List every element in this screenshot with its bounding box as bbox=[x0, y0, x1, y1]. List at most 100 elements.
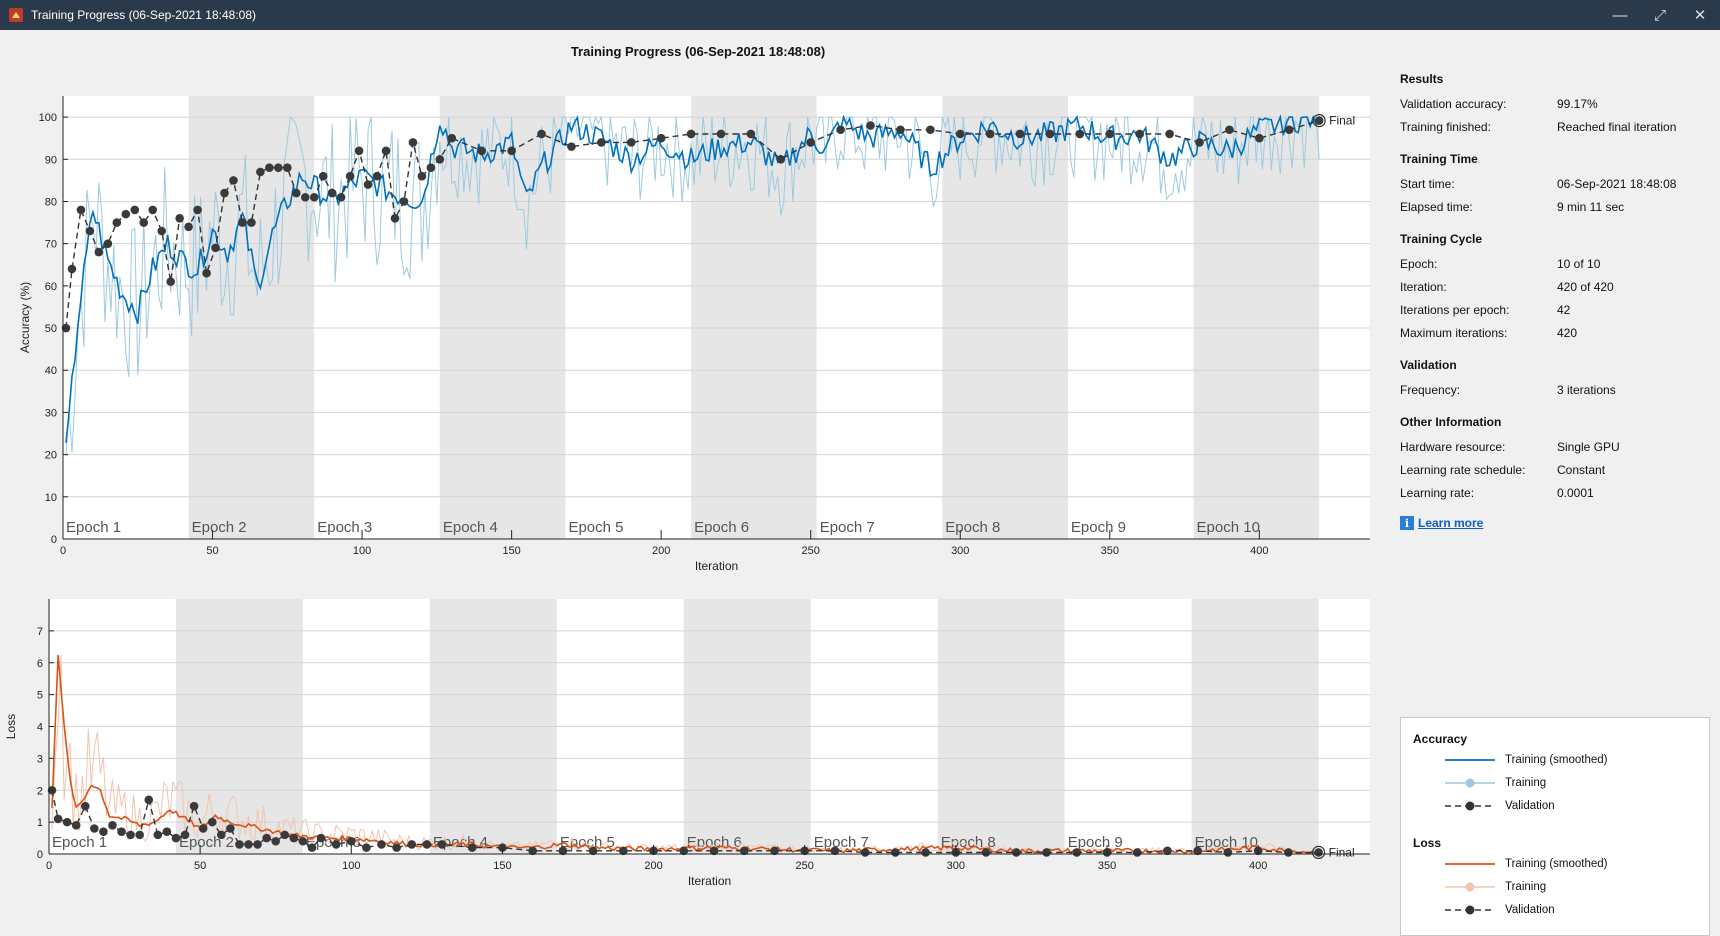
legend-loss-validation: Validation bbox=[1445, 902, 1555, 918]
final-label: Final bbox=[1329, 845, 1355, 859]
x-tick-label: 200 bbox=[652, 545, 670, 557]
validation-point bbox=[53, 814, 63, 824]
x-tick-label: 250 bbox=[796, 860, 814, 872]
validation-point bbox=[153, 830, 163, 840]
validation-point bbox=[426, 163, 436, 173]
validation-point bbox=[80, 801, 90, 811]
training-plots: Training Progress (06-Sep-2021 18:48:08)… bbox=[4, 44, 1370, 888]
validation-point bbox=[76, 205, 86, 215]
epoch-label: Epoch 10 bbox=[1197, 519, 1260, 536]
x-tick-label: 250 bbox=[802, 545, 820, 557]
loss-axes: Epoch 1 Epoch 2 Epoch 3 Epoch 4 Epoch 5 Epoch… bbox=[4, 599, 1370, 888]
epoch-label: Epoch 1 bbox=[66, 519, 121, 536]
validation-point bbox=[62, 817, 72, 827]
epoch-label: Epoch 5 bbox=[568, 519, 623, 536]
validation-point bbox=[537, 129, 546, 139]
legend-acc-training: Training bbox=[1445, 775, 1546, 791]
validation-point bbox=[981, 848, 991, 857]
y-axis-label: Accuracy (%) bbox=[18, 282, 32, 353]
x-tick-label: 100 bbox=[353, 545, 371, 557]
info-row: Elapsed time: 9 min 11 sec bbox=[1400, 195, 1720, 218]
series-validation bbox=[51, 790, 1319, 854]
legend-marker-icon bbox=[1445, 882, 1495, 892]
y-tick-label: 80 bbox=[45, 196, 57, 208]
validation-point bbox=[274, 163, 283, 173]
validation-point bbox=[891, 848, 900, 857]
x-tick-label: 150 bbox=[493, 860, 511, 872]
validation-point bbox=[806, 138, 816, 147]
x-tick-label: 400 bbox=[1250, 545, 1268, 557]
validation-point bbox=[1045, 129, 1055, 139]
validation-point bbox=[709, 846, 719, 856]
validation-point bbox=[180, 830, 190, 840]
info-row: Iteration: 420 of 420 bbox=[1400, 275, 1720, 298]
validation-point bbox=[217, 830, 226, 840]
validation-point bbox=[291, 188, 301, 198]
y-tick-label: 20 bbox=[45, 450, 57, 462]
legend-acc-validation: Validation bbox=[1445, 798, 1555, 814]
y-tick-label: 100 bbox=[39, 112, 57, 124]
validation-point bbox=[157, 226, 166, 236]
validation-point bbox=[235, 840, 244, 849]
y-tick-label: 40 bbox=[45, 365, 57, 377]
validation-point bbox=[316, 833, 326, 843]
x-tick-label: 350 bbox=[1101, 545, 1119, 557]
info-row: Start time: 06-Sep-2021 18:48:08 bbox=[1400, 172, 1720, 195]
validation-point bbox=[363, 180, 373, 189]
validation-point bbox=[1193, 846, 1202, 856]
validation-point bbox=[1223, 848, 1233, 857]
validation-point bbox=[437, 840, 447, 849]
y-tick-label: 70 bbox=[45, 239, 57, 251]
y-tick-label: 7 bbox=[37, 626, 43, 638]
validation-point bbox=[229, 176, 238, 185]
validation-point bbox=[392, 843, 401, 852]
validation-point bbox=[372, 171, 382, 181]
validation-point bbox=[1284, 125, 1294, 135]
info-icon: i bbox=[1400, 516, 1414, 530]
validation-point bbox=[117, 827, 126, 836]
validation-point bbox=[226, 824, 235, 833]
close-icon[interactable]: ✕ bbox=[1693, 7, 1707, 24]
validation-point bbox=[1012, 848, 1021, 857]
epoch-label: Epoch 3 bbox=[317, 519, 372, 536]
y-tick-label: 4 bbox=[37, 722, 43, 734]
epoch-band bbox=[188, 96, 315, 539]
legend-marker-icon bbox=[1445, 905, 1495, 915]
training-cycle-title: Training Cycle bbox=[1400, 232, 1483, 246]
y-tick-label: 5 bbox=[37, 690, 43, 702]
x-tick-label: 350 bbox=[1098, 860, 1116, 872]
x-tick-label: 0 bbox=[60, 545, 66, 557]
window-title: Training Progress (06-Sep-2021 18:48:08) bbox=[31, 8, 257, 22]
validation-point bbox=[99, 827, 108, 836]
validation-point bbox=[238, 218, 247, 227]
validation-point bbox=[148, 205, 158, 215]
minimize-icon[interactable]: — bbox=[1612, 6, 1628, 24]
validation-point bbox=[1042, 848, 1051, 857]
plot-title: Training Progress (06-Sep-2021 18:48:08) bbox=[571, 44, 825, 59]
validation-point bbox=[280, 830, 290, 840]
validation-point bbox=[207, 817, 217, 827]
y-tick-label: 50 bbox=[45, 323, 57, 335]
max-iterations-value: 420 bbox=[1557, 325, 1578, 340]
series-training-smoothed bbox=[65, 114, 1320, 443]
epoch-label: Epoch 6 bbox=[694, 519, 749, 536]
validation-point bbox=[1163, 846, 1172, 856]
accuracy-axes: Epoch 1 Epoch 2 Epoch 3 Epoch 4 Epoch 5 Epoch… bbox=[18, 96, 1370, 573]
legend-marker-icon bbox=[1445, 778, 1495, 788]
validation-point bbox=[289, 833, 299, 843]
iteration-value: 420 of 420 bbox=[1557, 279, 1614, 294]
validation-point bbox=[121, 209, 131, 219]
validation-point bbox=[346, 836, 356, 846]
validation-point bbox=[112, 218, 122, 227]
validation-point bbox=[477, 146, 487, 156]
learn-more-link[interactable]: Learn more bbox=[1418, 516, 1484, 530]
validation-point bbox=[926, 125, 935, 135]
validation-point bbox=[567, 142, 576, 151]
validation-title: Validation bbox=[1400, 358, 1457, 372]
validation-point bbox=[354, 146, 364, 156]
validation-point bbox=[860, 848, 870, 857]
validation-point bbox=[220, 188, 229, 198]
learning-rate-value: 0.0001 bbox=[1557, 485, 1594, 500]
maximize-icon[interactable]: ⤢ bbox=[1653, 6, 1666, 24]
validation-point bbox=[955, 129, 965, 139]
